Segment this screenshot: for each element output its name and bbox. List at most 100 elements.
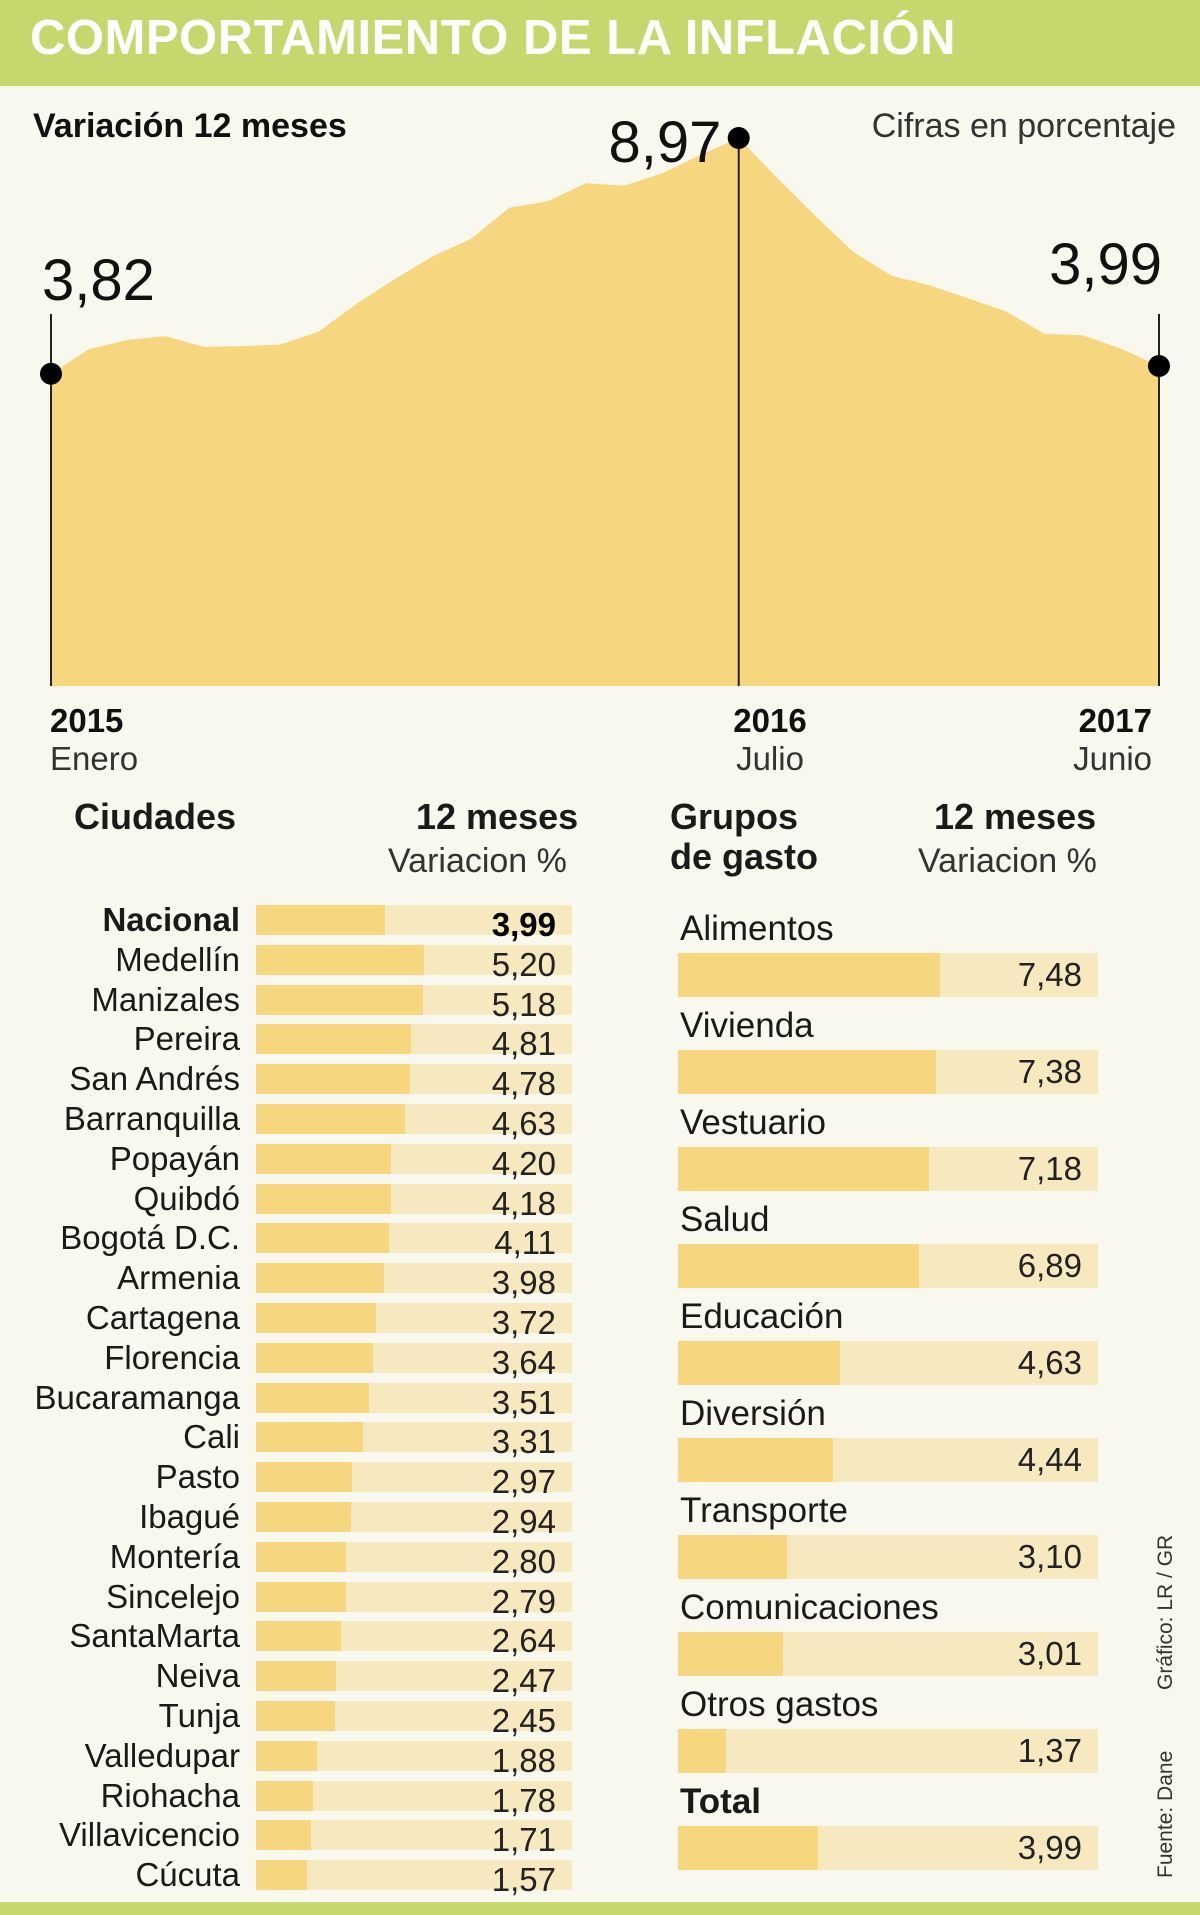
city-bar bbox=[256, 1382, 370, 1413]
city-bar bbox=[256, 1342, 374, 1373]
end-year-label: 2017 bbox=[1079, 702, 1152, 739]
group-row: Transporte 3,10 bbox=[678, 1491, 1098, 1589]
group-bar-track: 3,10 bbox=[678, 1535, 1098, 1579]
city-name: Neiva bbox=[155, 1657, 240, 1695]
group-row: Educación 4,63 bbox=[678, 1297, 1098, 1395]
city-name: Quibdó bbox=[133, 1179, 240, 1217]
city-value: 2,47 bbox=[491, 1662, 556, 1700]
group-name: Vivienda bbox=[680, 1006, 814, 1045]
group-name: Alimentos bbox=[680, 909, 834, 948]
city-name: Cali bbox=[183, 1418, 240, 1456]
city-bar-track: 5,18 bbox=[256, 984, 572, 1023]
peak-point bbox=[727, 126, 750, 149]
city-row: San Andrés 4,78 bbox=[0, 1059, 580, 1102]
group-value: 4,63 bbox=[1017, 1344, 1082, 1381]
group-bar bbox=[678, 1341, 840, 1385]
city-bar-track: 4,20 bbox=[256, 1143, 572, 1182]
city-bar bbox=[256, 1860, 307, 1891]
start-year-label: 2015 bbox=[50, 702, 123, 739]
city-row: Nacional 3,99 bbox=[0, 900, 580, 943]
end-point bbox=[1148, 354, 1170, 377]
city-bar bbox=[256, 1064, 411, 1095]
city-row: Pereira 4,81 bbox=[0, 1019, 580, 1062]
groups-value-subheader: Variacion % bbox=[918, 842, 1097, 880]
group-bar-track: 7,18 bbox=[678, 1147, 1098, 1191]
city-value: 2,79 bbox=[491, 1582, 556, 1620]
cities-value-header: 12 meses bbox=[416, 796, 579, 837]
group-value: 1,37 bbox=[1017, 1732, 1082, 1769]
group-name: Otros gastos bbox=[680, 1685, 879, 1724]
group-bar bbox=[678, 953, 940, 997]
city-row: SantaMarta 2,64 bbox=[0, 1616, 580, 1659]
city-bar-track: 2,64 bbox=[256, 1621, 572, 1659]
group-bar-track: 7,38 bbox=[678, 1050, 1098, 1094]
header-bar: COMPORTAMIENTO DE LA INFLACIÓN bbox=[0, 0, 1200, 86]
group-name: Diversión bbox=[680, 1394, 826, 1433]
end-value-label: 3,99 bbox=[1049, 232, 1162, 297]
city-name: Tunja bbox=[158, 1697, 240, 1734]
city-value: 5,18 bbox=[491, 985, 556, 1023]
city-bar bbox=[256, 944, 424, 975]
city-value: 2,80 bbox=[491, 1542, 556, 1580]
group-bar bbox=[678, 1438, 834, 1482]
city-name: Cartagena bbox=[85, 1299, 240, 1336]
peak-month-label: Julio bbox=[736, 740, 804, 777]
city-name: SantaMarta bbox=[69, 1617, 240, 1655]
city-bar-track: 2,94 bbox=[256, 1502, 572, 1540]
city-row: Neiva 2,47 bbox=[0, 1656, 580, 1699]
city-value: 2,64 bbox=[491, 1622, 556, 1660]
group-row: Alimentos 7,48 bbox=[678, 909, 1098, 1007]
city-name: Bogotá D.C. bbox=[60, 1219, 240, 1257]
chart-title: Variación 12 meses bbox=[33, 107, 347, 145]
city-value: 4,63 bbox=[491, 1105, 556, 1142]
groups-header-line1: Grupos bbox=[670, 796, 799, 837]
city-row: Ibagué 2,94 bbox=[0, 1497, 580, 1540]
city-bar-track: 1,78 bbox=[256, 1780, 572, 1819]
city-row: Quibdó 4,18 bbox=[0, 1179, 580, 1222]
city-bar bbox=[256, 984, 423, 1015]
city-bar bbox=[256, 1541, 347, 1572]
city-value: 3,72 bbox=[491, 1304, 556, 1341]
city-bar bbox=[256, 1422, 363, 1453]
city-value: 4,18 bbox=[491, 1184, 556, 1222]
city-bar-track: 4,11 bbox=[256, 1223, 572, 1261]
city-bar bbox=[256, 1581, 346, 1612]
city-bar bbox=[256, 1661, 336, 1692]
group-bar-track: 7,48 bbox=[678, 953, 1098, 997]
city-row: Pasto 2,97 bbox=[0, 1457, 580, 1500]
group-row: Salud 6,89 bbox=[678, 1200, 1098, 1298]
group-value: 3,10 bbox=[1017, 1538, 1082, 1575]
city-bar-track: 4,81 bbox=[256, 1024, 572, 1062]
city-bar bbox=[256, 1820, 312, 1851]
city-value: 3,99 bbox=[491, 906, 556, 943]
cities-value-subheader: Variacion % bbox=[388, 842, 567, 880]
city-value: 1,57 bbox=[491, 1861, 556, 1899]
city-row: Cartagena 3,72 bbox=[0, 1298, 580, 1341]
group-bar-track: 1,37 bbox=[678, 1729, 1098, 1773]
city-row: Valledupar 1,88 bbox=[0, 1736, 580, 1779]
city-bar bbox=[256, 1143, 392, 1174]
group-bar bbox=[678, 1826, 818, 1870]
city-name: Popayán bbox=[109, 1139, 240, 1177]
group-name: Comunicaciones bbox=[680, 1588, 939, 1627]
city-name: Sincelejo bbox=[106, 1577, 240, 1615]
city-name: Riohacha bbox=[100, 1776, 240, 1814]
group-row: Diversión 4,44 bbox=[678, 1394, 1098, 1492]
city-bar-track: 3,72 bbox=[256, 1303, 572, 1341]
city-name: Medellín bbox=[115, 940, 240, 978]
city-bar-track: 2,45 bbox=[256, 1701, 572, 1739]
group-bar bbox=[678, 1244, 920, 1288]
city-bar bbox=[256, 1701, 335, 1731]
city-name: Valledupar bbox=[84, 1736, 240, 1774]
city-bar-track: 1,71 bbox=[256, 1820, 572, 1858]
city-value: 2,45 bbox=[491, 1702, 556, 1739]
group-value: 6,89 bbox=[1017, 1247, 1082, 1284]
city-value: 2,97 bbox=[491, 1463, 556, 1501]
city-name: Villavicencio bbox=[59, 1816, 240, 1854]
group-row: Total 3,99 bbox=[678, 1782, 1098, 1880]
group-row: Otros gastos 1,37 bbox=[678, 1685, 1098, 1783]
city-name: Manizales bbox=[91, 980, 240, 1018]
city-row: Riohacha 1,78 bbox=[0, 1776, 580, 1819]
city-value: 3,98 bbox=[491, 1264, 556, 1302]
